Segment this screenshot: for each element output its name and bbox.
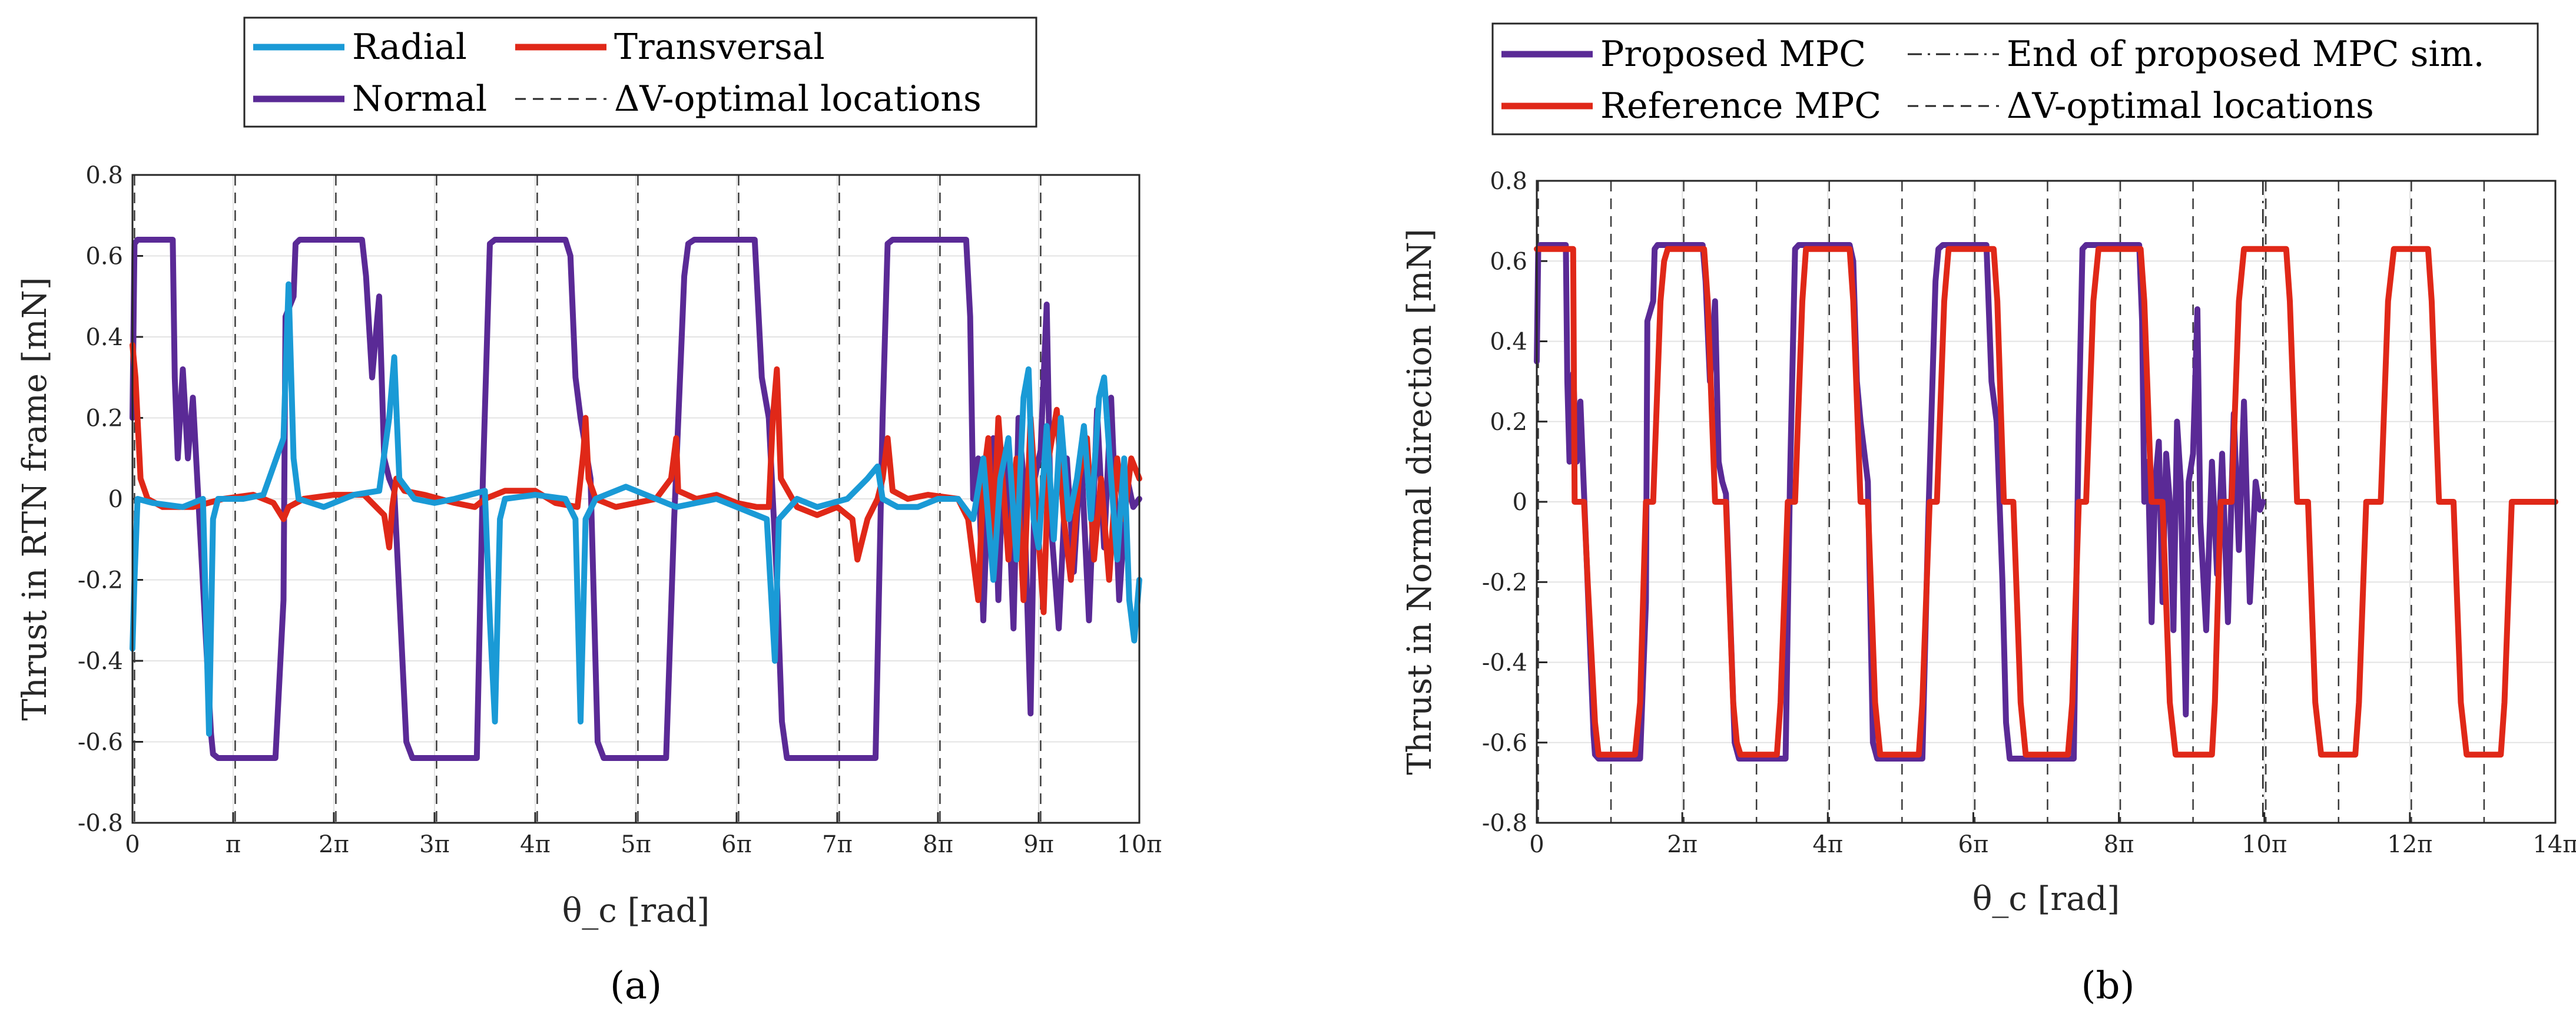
panel-b-x-tick-label: 0 <box>1529 831 1544 858</box>
panel-a-x-tick-label: 2π <box>319 831 349 858</box>
panel-b-y-tick-label: 0.6 <box>1490 248 1527 275</box>
panel-a-x-tick-label: 6π <box>721 831 752 858</box>
panel-a-y-tick-label: -0.8 <box>78 810 123 837</box>
panel-a-legend: Radial Transversal Normal ΔV-optimal loc… <box>243 16 1037 128</box>
legend-proposed-label: Proposed MPC <box>1600 34 1866 75</box>
panel-a-y-tick-label: -0.4 <box>78 648 123 675</box>
panel-a-x-tick-label: 10π <box>1116 831 1162 858</box>
panel-a-x-tick-label: π <box>226 831 241 858</box>
panel-b-x-axis-label: θ_c [rad] <box>1972 880 2120 918</box>
panel-a-x-tick-label: 4π <box>520 831 551 858</box>
panel-a-x-tick-label: 7π <box>822 831 853 858</box>
panel-b-label: (b) <box>2081 964 2135 1008</box>
panel-a-y-tick-label: -0.6 <box>78 729 123 756</box>
panel-a-x-tick-label: 0 <box>125 831 140 858</box>
panel-b-gridlines <box>1536 180 2557 824</box>
panel-a-x-tick-labels: 0 π 2π 3π 4π 5π 6π 7π 8π 9π 10π <box>125 831 1162 858</box>
panel-a-legend-box <box>243 16 1037 128</box>
panel-a-x-tick-label: 3π <box>419 831 450 858</box>
panel-b-y-tick-label: 0.4 <box>1490 329 1527 356</box>
panel-b-legend-box <box>1491 22 2539 135</box>
panel-b-x-tick-label: 8π <box>2104 831 2134 858</box>
panel-b: -0.8 -0.6 -0.4 -0.2 0 0.2 0.4 0.6 0.8 0 2π 4π 6π 8π 1… <box>1401 22 2576 1008</box>
series-normal-line <box>130 237 1142 761</box>
panel-a-x-tick-label: 5π <box>621 831 651 858</box>
series-reference-mpc-line <box>1534 246 2558 758</box>
panel-a-y-tick-label: 0.8 <box>85 162 123 189</box>
panel-b-legend: Proposed MPC End of proposed MPC sim. Re… <box>1491 22 2539 135</box>
panel-a-y-tick-label: -0.2 <box>78 567 123 594</box>
panel-b-y-tick-label: 0.2 <box>1490 409 1527 436</box>
series-radial-line <box>130 281 1142 737</box>
panel-a-label: (a) <box>610 964 662 1008</box>
panel-b-x-tick-labels: 0 2π 4π 6π 8π 10π 12π 14π <box>1529 831 2576 858</box>
panel-a-y-tick-label: 0 <box>108 486 123 513</box>
panel-b-dv-optimal-lines <box>1537 181 2485 823</box>
legend-dv-label-a: ΔV-optimal locations <box>614 78 982 120</box>
panel-b-y-tick-label: -0.8 <box>1482 810 1527 837</box>
panel-a-y-tick-label: 0.4 <box>85 324 123 351</box>
panel-b-y-tick-label: 0.8 <box>1490 168 1527 195</box>
legend-dv-label-b: ΔV-optimal locations <box>2007 85 2374 127</box>
panel-b-y-tick-label: -0.4 <box>1482 650 1527 677</box>
panel-b-y-tick-labels: -0.8 -0.6 -0.4 -0.2 0 0.2 0.4 0.6 0.8 <box>1482 168 1527 837</box>
panel-b-axes-box <box>1536 180 2557 824</box>
panel-b-series <box>1534 242 2558 762</box>
panel-b-x-tick-label: 6π <box>1958 831 1989 858</box>
panel-a-y-tick-labels: -0.8 -0.6 -0.4 -0.2 0 0.2 0.4 0.6 0.8 <box>78 162 123 837</box>
legend-end-sim-label: End of proposed MPC sim. <box>2007 34 2485 75</box>
panel-a-y-axis-label: Thrust in RTN frame [mN] <box>16 277 54 720</box>
legend-reference-label: Reference MPC <box>1600 85 1881 127</box>
panel-a-x-tick-label: 9π <box>1023 831 1054 858</box>
panel-b-y-axis-label: Thrust in Normal direction [mN] <box>1401 229 1439 775</box>
panel-b-x-tick-label: 10π <box>2242 831 2287 858</box>
panel-a-x-tick-label: 8π <box>923 831 953 858</box>
legend-transversal-label: Transversal <box>614 27 825 68</box>
panel-a-series <box>130 237 1142 761</box>
panel-b-x-tick-label: 4π <box>1812 831 1843 858</box>
panel-b-y-tick-label: -0.2 <box>1482 569 1527 596</box>
panel-a-y-tick-label: 0.6 <box>85 243 123 270</box>
panel-a: -0.8 -0.6 -0.4 -0.2 0 0.2 0.4 0.6 0.8 0 π 2π 3π 4π 5π… <box>16 16 1162 1008</box>
legend-radial-label: Radial <box>352 27 467 68</box>
series-transversal-line <box>130 342 1142 615</box>
panel-b-y-tick-label: -0.6 <box>1482 730 1527 757</box>
panel-b-x-tick-label: 12π <box>2387 831 2432 858</box>
panel-a-x-axis-label: θ_c [rad] <box>562 892 710 930</box>
panel-a-y-tick-label: 0.2 <box>85 405 123 432</box>
legend-normal-label: Normal <box>352 78 487 120</box>
panel-b-x-tick-label: 14π <box>2532 831 2576 858</box>
panel-b-x-tick-label: 2π <box>1667 831 1698 858</box>
panel-b-y-tick-label: 0 <box>1513 489 1527 516</box>
panel-a-axes-box <box>131 174 1141 824</box>
